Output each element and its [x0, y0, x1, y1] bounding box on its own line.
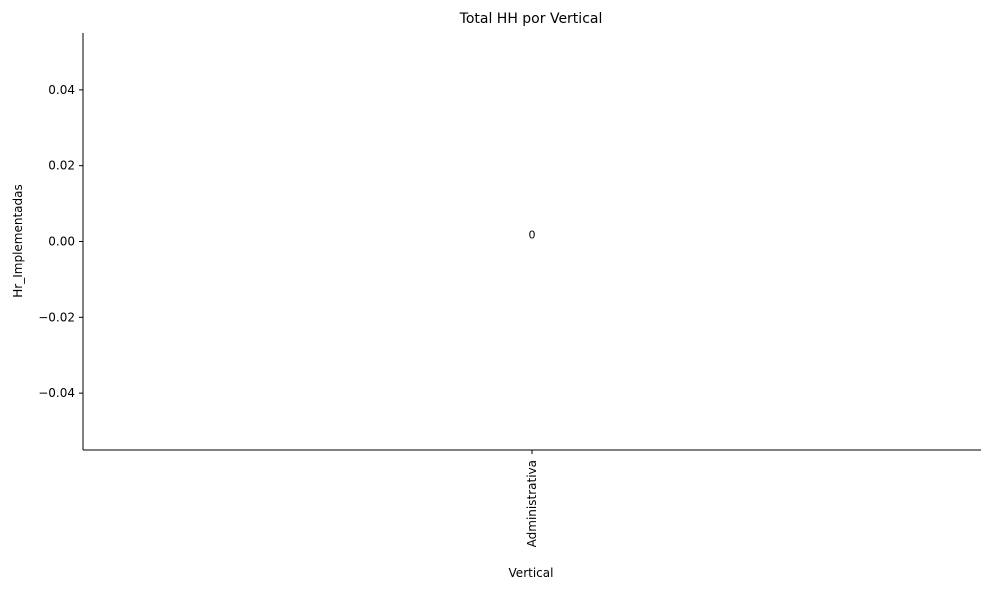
y-axis-label: Hr_Implementadas	[11, 184, 25, 297]
data-labels: 0	[529, 229, 536, 242]
y-tick-label: −0.04	[38, 386, 75, 400]
plot-area: −0.04 −0.02 0.00 0.02 0.04 Administrativa 0	[38, 33, 981, 547]
bar-value-label: 0	[529, 229, 536, 242]
y-axis-ticks: −0.04 −0.02 0.00 0.02 0.04	[38, 83, 83, 400]
y-tick-label: 0.04	[48, 83, 75, 97]
y-tick-label: 0.00	[48, 235, 75, 249]
x-tick-label: Administrativa	[525, 460, 539, 547]
x-axis-label: Vertical	[509, 566, 554, 580]
x-axis-ticks: Administrativa	[525, 450, 539, 547]
chart-title: Total HH por Vertical	[459, 11, 603, 27]
y-tick-label: 0.02	[48, 159, 75, 173]
y-tick-label: −0.02	[38, 310, 75, 324]
